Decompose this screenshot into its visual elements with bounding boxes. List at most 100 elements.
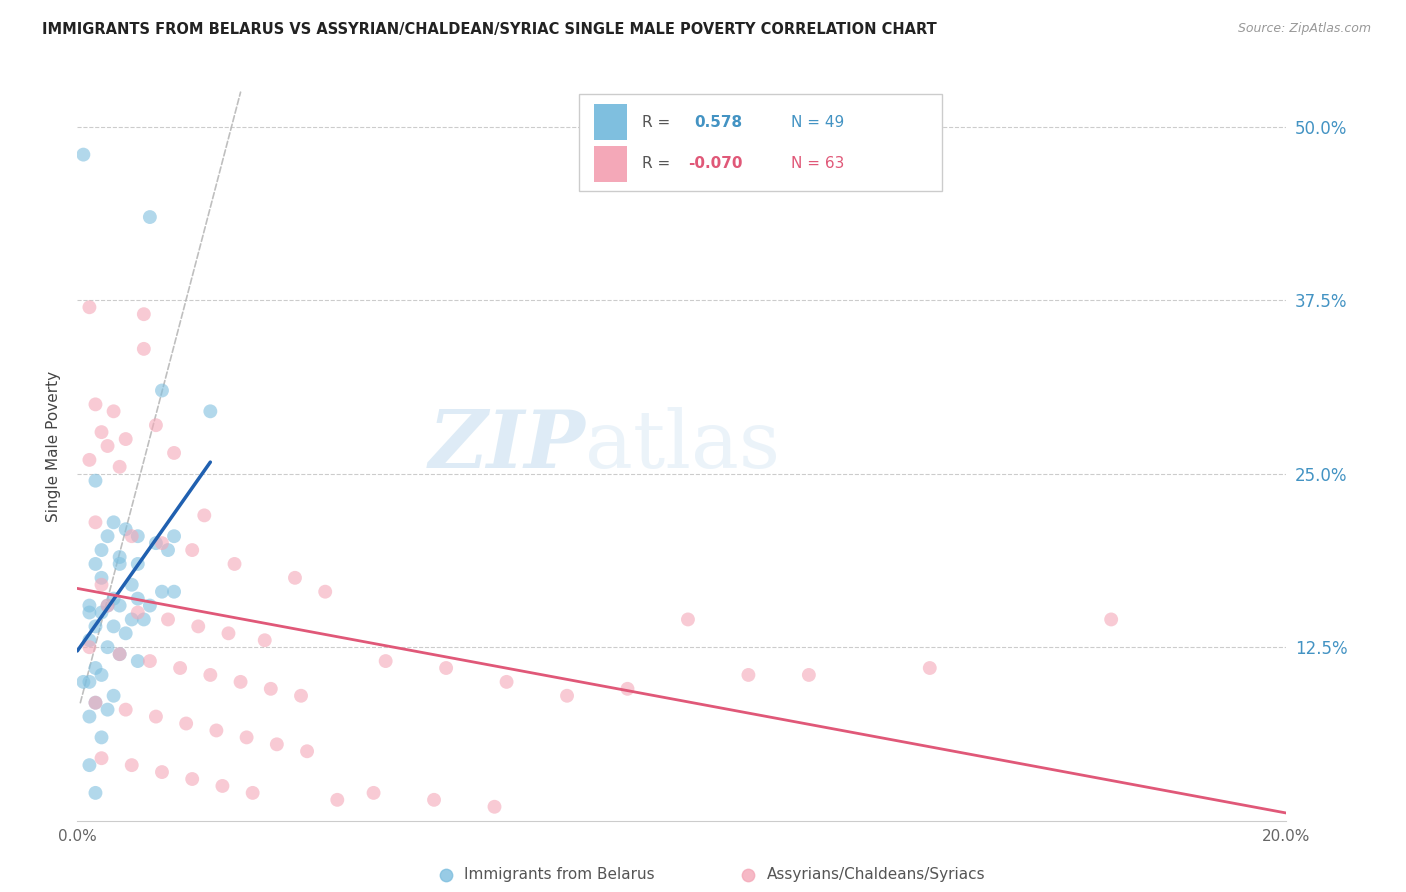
Bar [593,145,627,181]
Point [79,709,101,723]
Point [96,439,118,453]
Point [145,536,167,550]
Point [90,668,112,682]
Text: -0.070: -0.070 [688,156,742,171]
Point [108,599,131,613]
Point [90,606,112,620]
Point [79,300,101,314]
Point [90,543,112,558]
Point [103,591,125,606]
Point [163,529,186,543]
Text: N = 49: N = 49 [790,115,844,130]
Point [157,612,180,626]
Point [127,654,149,668]
Point [290,689,312,703]
Point [79,599,101,613]
Point [169,661,191,675]
Point [96,640,118,655]
Point [79,453,101,467]
Point [150,384,173,398]
Text: ZIP: ZIP [429,408,585,484]
Point [139,654,162,668]
Point [108,557,131,571]
Text: Source: ZipAtlas.com: Source: ZipAtlas.com [1237,22,1371,36]
Point [181,543,204,558]
Point [84,474,107,488]
Text: N = 63: N = 63 [790,156,844,171]
Point [326,793,349,807]
Point [90,731,112,745]
Point [114,626,136,640]
Point [84,516,107,530]
Text: R =: R = [643,115,671,130]
Point [114,432,136,446]
Point [200,668,222,682]
Point [295,744,318,758]
Point [132,342,155,356]
Point [260,681,283,696]
Point [374,654,396,668]
Point [218,626,240,640]
Point [242,786,264,800]
Point [103,404,125,418]
Point [434,661,457,675]
Point [284,571,307,585]
Point [127,557,149,571]
Point [90,425,112,439]
Point [616,681,638,696]
Point [737,668,759,682]
Point [145,709,167,723]
Point [423,793,446,807]
Point [84,786,107,800]
Point [96,599,118,613]
Point [84,397,107,411]
Point [211,779,233,793]
Point [181,772,204,786]
Text: atlas: atlas [585,407,780,485]
Point [127,591,149,606]
Point [229,674,252,689]
Point [163,446,186,460]
Point [132,612,155,626]
FancyBboxPatch shape [579,94,942,191]
Point [200,404,222,418]
Y-axis label: Single Male Poverty: Single Male Poverty [46,370,62,522]
Text: R =: R = [643,156,671,171]
Point [84,557,107,571]
Point [150,584,173,599]
Point [96,703,118,717]
Point [72,147,94,161]
Point [84,696,107,710]
Point [127,529,149,543]
Text: Assyrians/Chaldeans/Syriacs: Assyrians/Chaldeans/Syriacs [766,867,986,882]
Point [108,459,131,474]
Point [127,606,149,620]
Point [84,661,107,675]
Point [90,578,112,592]
Point [79,758,101,772]
Point [114,703,136,717]
Point [103,619,125,633]
Point [103,516,125,530]
Point [187,619,209,633]
Point [108,549,131,564]
Point [79,633,101,648]
Point [145,418,167,433]
Point [121,529,143,543]
Point [96,599,118,613]
Point [103,689,125,703]
Text: Immigrants from Belarus: Immigrants from Belarus [464,867,655,882]
Point [114,522,136,536]
Point [555,689,578,703]
Point [121,612,143,626]
Point [205,723,228,738]
Point [266,737,288,751]
Point [139,210,162,224]
Point [253,633,276,648]
Text: IMMIGRANTS FROM BELARUS VS ASSYRIAN/CHALDEAN/SYRIAC SINGLE MALE POVERTY CORRELAT: IMMIGRANTS FROM BELARUS VS ASSYRIAN/CHAL… [42,22,936,37]
Point [79,606,101,620]
Point [79,674,101,689]
Point [314,584,336,599]
Point [108,647,131,661]
Point [90,571,112,585]
